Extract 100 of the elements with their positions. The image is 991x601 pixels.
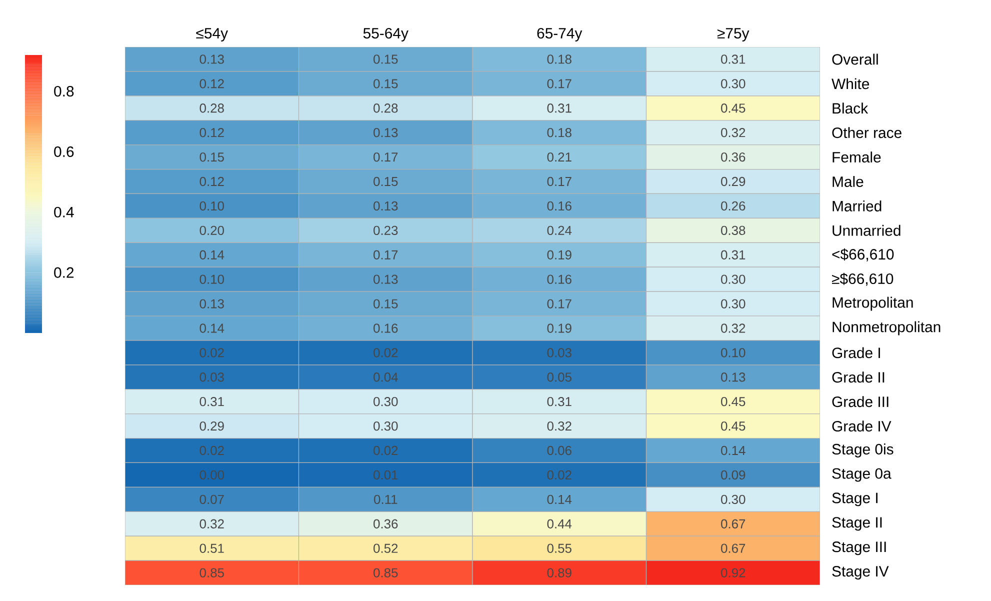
data-label: 0.04 bbox=[374, 372, 398, 382]
data-label: 0.03 bbox=[200, 372, 224, 382]
data-label: 0.13 bbox=[200, 299, 224, 308]
data-label: 0.30 bbox=[374, 421, 398, 431]
data-label: 0.32 bbox=[547, 421, 572, 431]
data-label: 0.15 bbox=[374, 79, 398, 88]
x-tick-label: ≥75y bbox=[717, 28, 750, 42]
data-label: 0.44 bbox=[547, 519, 572, 528]
data-label: 0.67 bbox=[721, 519, 746, 528]
y-tick-label: Stage I bbox=[832, 492, 878, 506]
data-label: 0.30 bbox=[721, 494, 746, 504]
data-label: 0.07 bbox=[200, 494, 224, 504]
data-label: 0.13 bbox=[374, 128, 398, 138]
data-label: 0.19 bbox=[547, 250, 572, 260]
y-tick-label: Married bbox=[832, 200, 882, 212]
data-label: 0.12 bbox=[200, 79, 224, 88]
data-label: 0.02 bbox=[374, 446, 398, 456]
data-label: 0.16 bbox=[547, 201, 572, 211]
y-tick-label: Metropolitan bbox=[832, 296, 913, 311]
y-tick-label: Stage III bbox=[832, 542, 886, 556]
data-label: 0.31 bbox=[200, 397, 224, 406]
data-label: 0.00 bbox=[200, 470, 224, 480]
data-label: 0.10 bbox=[200, 274, 224, 284]
data-label: 0.20 bbox=[200, 226, 224, 235]
data-label: 0.30 bbox=[374, 397, 398, 406]
data-label: 0.31 bbox=[721, 54, 746, 64]
data-label: 0.30 bbox=[721, 79, 746, 88]
data-label: 0.30 bbox=[721, 274, 746, 284]
data-label: 0.67 bbox=[721, 544, 746, 553]
data-label: 0.13 bbox=[374, 201, 398, 211]
color-bar-label: 0.8 bbox=[54, 86, 74, 97]
data-label: 0.21 bbox=[547, 152, 572, 162]
data-label: 0.02 bbox=[200, 348, 224, 358]
data-label: 0.10 bbox=[200, 201, 224, 211]
y-tick-label: Female bbox=[832, 152, 881, 163]
data-label: 0.36 bbox=[374, 519, 398, 528]
data-label: 0.92 bbox=[721, 568, 746, 578]
data-label: 0.11 bbox=[374, 494, 398, 504]
data-label: 0.24 bbox=[547, 226, 572, 235]
data-label: 0.55 bbox=[547, 544, 572, 553]
data-label: 0.31 bbox=[547, 397, 572, 406]
color-bar-label: 0.2 bbox=[54, 267, 74, 278]
data-label: 0.18 bbox=[547, 54, 572, 64]
color-bar-label: 0.4 bbox=[54, 206, 74, 218]
data-label: 0.85 bbox=[200, 568, 224, 578]
data-label: 0.14 bbox=[721, 446, 746, 456]
y-tick-label: Male bbox=[832, 176, 864, 187]
x-tick-label: 55-64y bbox=[363, 28, 408, 42]
y-tick-label: Stage II bbox=[832, 517, 882, 531]
y-tick-label: Other race bbox=[832, 127, 902, 138]
y-tick-label: Grade III bbox=[832, 396, 888, 408]
x-tick-label: ≤54y bbox=[196, 28, 228, 42]
data-label: 0.36 bbox=[721, 152, 746, 162]
data-label: 0.17 bbox=[374, 152, 398, 162]
data-label: 0.15 bbox=[374, 54, 398, 64]
data-label: 0.01 bbox=[374, 470, 398, 480]
data-label: 0.23 bbox=[374, 226, 398, 235]
y-tick-label: <$66,610 bbox=[832, 248, 894, 262]
data-label: 0.15 bbox=[200, 152, 224, 162]
y-tick-label: Stage 0a bbox=[832, 468, 892, 482]
data-label: 0.32 bbox=[721, 324, 746, 333]
data-label: 0.13 bbox=[721, 372, 746, 382]
data-label: 0.31 bbox=[547, 104, 572, 113]
y-tick-label: Grade II bbox=[832, 372, 884, 383]
data-label: 0.32 bbox=[200, 519, 224, 528]
y-tick-label: Stage IV bbox=[832, 566, 889, 580]
y-tick-label: Stage 0is bbox=[832, 444, 894, 458]
y-tick-label: Black bbox=[832, 102, 868, 114]
data-label: 0.13 bbox=[374, 274, 398, 284]
data-label: 0.30 bbox=[721, 299, 746, 308]
data-label: 0.32 bbox=[721, 128, 746, 138]
data-label: 0.26 bbox=[721, 201, 746, 211]
data-label: 0.16 bbox=[374, 324, 398, 333]
data-label: 0.06 bbox=[547, 446, 572, 456]
y-tick-label: Unmarried bbox=[832, 224, 900, 236]
data-label: 0.14 bbox=[547, 494, 572, 504]
data-label: 0.19 bbox=[547, 324, 572, 333]
data-label: 0.29 bbox=[721, 176, 746, 186]
data-label: 0.45 bbox=[721, 104, 746, 113]
y-tick-label: Nonmetropolitan bbox=[832, 321, 940, 336]
data-label: 0.28 bbox=[200, 104, 224, 113]
y-tick-label: Grade I bbox=[832, 347, 880, 358]
data-label: 0.02 bbox=[200, 446, 224, 456]
data-label: 0.28 bbox=[374, 104, 398, 113]
data-label: 0.15 bbox=[374, 299, 398, 308]
y-tick-label: ≥$66,610 bbox=[832, 272, 894, 286]
data-label: 0.17 bbox=[547, 299, 572, 308]
data-label: 0.17 bbox=[547, 176, 572, 186]
data-label: 0.14 bbox=[200, 250, 224, 260]
data-label: 0.13 bbox=[200, 54, 224, 64]
x-tick-label: 65-74y bbox=[537, 28, 582, 42]
y-tick-label: Overall bbox=[832, 54, 878, 65]
data-label: 0.85 bbox=[374, 568, 398, 578]
data-label: 0.52 bbox=[374, 544, 398, 553]
data-label: 0.89 bbox=[547, 568, 572, 578]
data-label: 0.51 bbox=[200, 544, 224, 553]
data-label: 0.38 bbox=[721, 226, 746, 235]
data-label: 0.18 bbox=[547, 128, 572, 138]
y-tick-label: White bbox=[832, 78, 870, 90]
data-label: 0.14 bbox=[200, 324, 224, 333]
